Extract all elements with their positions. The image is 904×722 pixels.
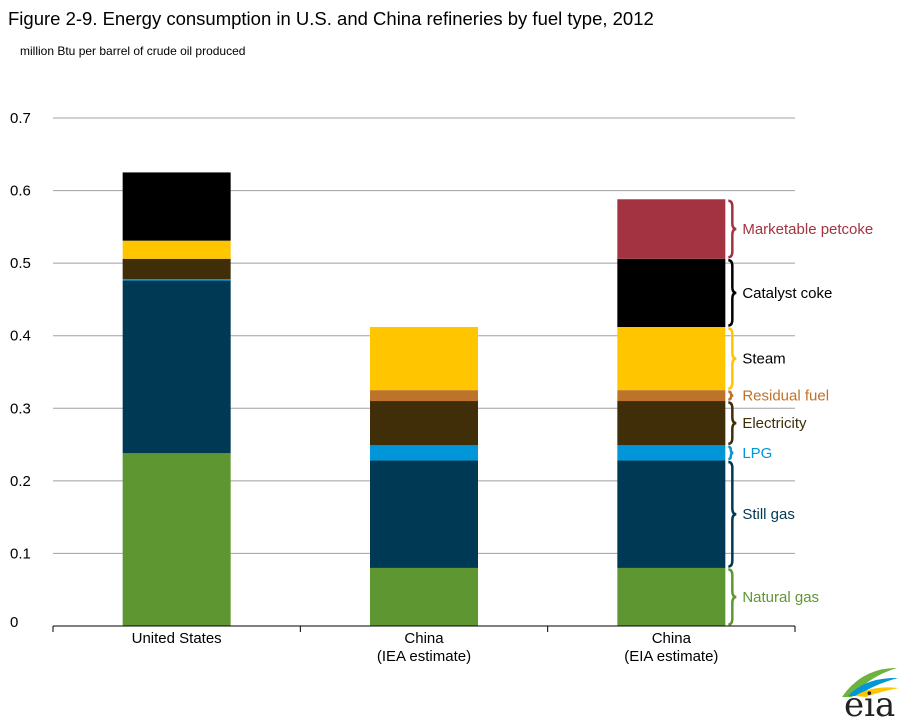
bar-segment-steam [122, 240, 231, 259]
y-axis-ticks: 0 0.1 0.2 0.3 0.4 0.5 0.6 0.7 [10, 110, 31, 631]
legend-brace-steam [728, 327, 737, 390]
bar-segment-still-gas [617, 460, 726, 568]
legend-brace-electricity [728, 401, 737, 446]
bar-segment-marketable-petcoke [617, 199, 726, 259]
bar-segment-catalyst-coke [122, 172, 231, 241]
bar-segment-still-gas [122, 280, 231, 454]
bar-segment-electricity [617, 401, 726, 446]
bar-segment-residual-fuel [617, 390, 726, 402]
x-category-label: China [652, 630, 692, 647]
legend-brace-natural-gas [728, 568, 737, 626]
bar-segment-lpg [122, 279, 231, 281]
legend-brace-catalyst-coke [728, 259, 737, 327]
legend-label-still-gas: Still gas [742, 506, 795, 523]
bar-segment-natural-gas [617, 567, 726, 626]
eia-logo: eia [842, 668, 899, 722]
bars [122, 172, 726, 626]
legend-label-electricity: Electricity [742, 415, 807, 432]
x-category-label: (EIA estimate) [624, 648, 718, 665]
bar-segment-natural-gas [370, 567, 478, 626]
bar-segment-still-gas [370, 460, 478, 568]
y-tick-label: 0.6 [10, 183, 31, 200]
bar-segment-steam [617, 327, 726, 391]
logo-swoosh-blue [848, 677, 898, 696]
legend-brace-still-gas [728, 460, 737, 568]
bar-segment-catalyst-coke [617, 258, 726, 328]
chart-title: Figure 2-9. Energy consumption in U.S. a… [8, 8, 654, 29]
y-tick-label: 0.5 [10, 255, 31, 272]
y-tick-label: 0.1 [10, 545, 31, 562]
y-tick-label: 0.2 [10, 473, 31, 490]
chart-subtitle: million Btu per barrel of crude oil prod… [20, 44, 245, 58]
y-tick-label: 0.7 [10, 110, 31, 127]
x-axis [52, 625, 796, 632]
bar-segment-electricity [122, 258, 231, 280]
legend-label-marketable-petcoke: Marketable petcoke [742, 221, 873, 238]
y-tick-label: 0.4 [10, 328, 31, 345]
x-category-label: China [404, 630, 444, 647]
legend-label-steam: Steam [742, 351, 785, 368]
legend-brace-marketable-petcoke [728, 199, 737, 259]
bar-segment-steam [370, 327, 478, 391]
bar-segment-natural-gas [122, 453, 231, 626]
x-axis-labels: United States China(IEA estimate)China(EI… [132, 630, 719, 665]
legend-label-catalyst-coke: Catalyst coke [742, 285, 832, 302]
legend-label-residual-fuel: Residual fuel [742, 388, 829, 405]
x-category-label: (IEA estimate) [377, 648, 471, 665]
logo-text: eia [844, 685, 895, 722]
logo-swoosh-yellow [855, 687, 899, 697]
legend: Natural gas Still gas LPG Electricity Residu… [728, 199, 873, 626]
y-tick-label: 0 [10, 614, 18, 631]
bar-segment-lpg [370, 445, 478, 461]
bar-segment-electricity [370, 401, 478, 446]
y-tick-label: 0.3 [10, 400, 31, 417]
bar-segment-lpg [617, 445, 726, 461]
legend-label-natural-gas: Natural gas [742, 589, 819, 606]
legend-label-lpg: LPG [742, 445, 772, 462]
legend-brace-lpg [728, 445, 734, 461]
bar-segment-residual-fuel [370, 390, 478, 402]
x-category-label: United States [132, 630, 222, 647]
legend-brace-residual-fuel [728, 390, 734, 401]
